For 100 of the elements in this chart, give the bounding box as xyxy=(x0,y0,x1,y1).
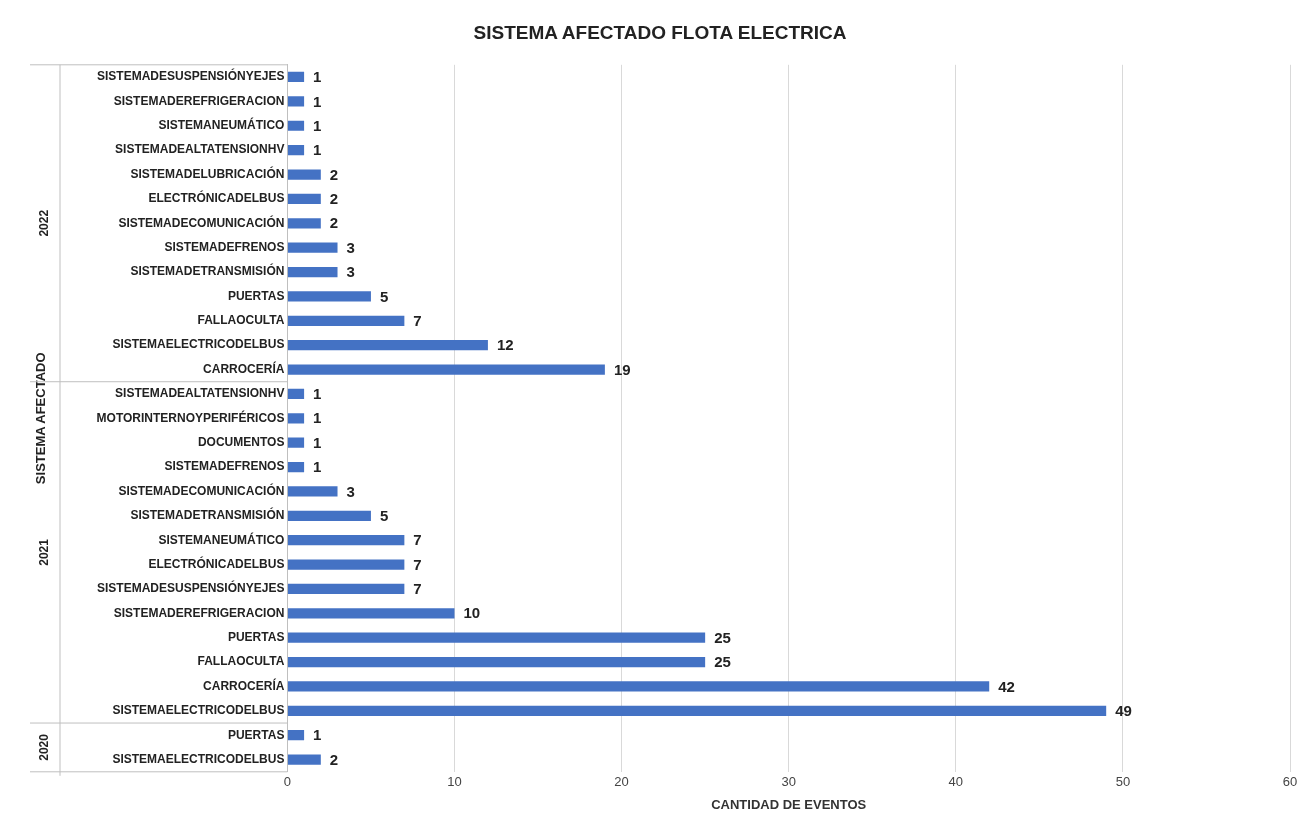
bar xyxy=(287,145,305,156)
bar xyxy=(287,169,321,180)
y-tick-label: ELECTRÓNICADELBUS xyxy=(148,555,285,571)
y-axis-title: SISTEMA AFECTADO xyxy=(33,352,49,485)
data-label: 49 xyxy=(1115,701,1132,719)
bar xyxy=(287,486,338,497)
text: 2020 xyxy=(37,733,52,761)
y-tick-label: PUERTAS xyxy=(227,727,285,742)
y-tick-label: SISTEMAELECTRICODELBUS xyxy=(112,751,285,766)
data-label: 3 xyxy=(346,263,355,281)
y-tick-label: SISTEMADEALTATENSIONHV xyxy=(115,142,285,157)
bar xyxy=(287,705,1107,716)
bar xyxy=(287,681,990,692)
bar xyxy=(287,632,706,643)
text: 2022 xyxy=(37,209,52,237)
data-label: 2 xyxy=(329,750,339,768)
bar xyxy=(287,71,305,83)
bar xyxy=(287,461,305,473)
data-label: 5 xyxy=(379,506,389,524)
x-tick-label: 20 xyxy=(614,774,629,790)
y-tick-label: SISTEMADETRANSMISIÓN xyxy=(130,507,285,523)
data-label: 1 xyxy=(313,433,322,451)
x-tick-label: 0 xyxy=(283,774,292,790)
bar xyxy=(287,583,405,595)
x-tick-label: 10 xyxy=(447,774,462,790)
data-label: 1 xyxy=(313,458,322,476)
data-label: 7 xyxy=(413,311,422,329)
y-tick-label: SISTEMADECOMUNICACIÓN xyxy=(118,482,285,498)
y-tick-label: CARROCERÍA xyxy=(203,360,285,376)
bar xyxy=(287,656,706,668)
y-tick-label: PUERTAS xyxy=(227,630,285,645)
x-tick-label: 40 xyxy=(948,774,964,790)
y-tick-label: SISTEMADETRANSMISIÓN xyxy=(130,263,285,279)
data-label: 10 xyxy=(463,604,481,622)
bar xyxy=(287,266,338,278)
y-tick-label: SISTEMAELECTRICODELBUS xyxy=(112,337,285,352)
data-label: 2 xyxy=(329,214,339,232)
bar xyxy=(287,559,405,570)
y-tick-label: SISTEMADESUSPENSIÓNYEJES xyxy=(97,68,285,84)
y-tick-label: SISTEMADEFRENOS xyxy=(164,459,285,474)
data-label: 7 xyxy=(413,531,422,549)
data-label: 12 xyxy=(496,336,514,354)
data-label: 5 xyxy=(379,287,389,305)
y-tick-label: SISTEMADEREFRIGERACION xyxy=(113,605,285,620)
y-tick-label: SISTEMADEREFRIGERACION xyxy=(113,93,285,108)
data-label: 19 xyxy=(613,360,631,378)
y-tick-label: SISTEMADEFRENOS xyxy=(164,239,285,254)
data-label: 1 xyxy=(313,68,322,86)
bar xyxy=(287,364,605,375)
data-label: 25 xyxy=(714,653,731,671)
bar xyxy=(287,120,305,131)
y-tick-label: PUERTAS xyxy=(227,288,285,303)
bar xyxy=(287,510,371,521)
bar xyxy=(287,754,321,765)
y-tick-label: CARROCERÍA xyxy=(203,677,285,693)
x-axis-title: CANTIDAD DE EVENTOS xyxy=(711,796,867,812)
y-tick-label: FALLAOCULTA xyxy=(197,313,285,328)
bar xyxy=(287,608,455,619)
data-label: 1 xyxy=(313,92,322,110)
bar xyxy=(287,218,321,229)
data-label: 1 xyxy=(313,141,322,159)
y-tick-label: ELECTRÓNICADELBUS xyxy=(148,190,285,206)
y-tick-label: SISTEMANEUMÁTICO xyxy=(158,117,285,133)
x-tick-label: 30 xyxy=(781,774,796,790)
x-tick-label: 60 xyxy=(1282,774,1298,790)
bar xyxy=(287,96,305,107)
y-tick-label: DOCUMENTOS xyxy=(197,434,285,449)
bar xyxy=(287,193,321,205)
y-tick-label: SISTEMANEUMÁTICO xyxy=(158,531,285,547)
data-label: 7 xyxy=(413,555,422,573)
data-label: 3 xyxy=(346,482,355,500)
data-label: 42 xyxy=(998,677,1015,695)
bar xyxy=(287,291,371,302)
bar xyxy=(287,340,488,351)
bar xyxy=(287,315,405,326)
data-label: 25 xyxy=(714,628,731,646)
text: 2021 xyxy=(37,538,52,566)
y-tick-label: SISTEMADEALTATENSIONHV xyxy=(115,386,285,401)
y-tick-label: MOTORINTERNOYPERIFÉRICOS xyxy=(96,409,285,425)
data-label: 7 xyxy=(413,580,422,598)
data-label: 1 xyxy=(313,385,322,403)
data-label: 1 xyxy=(313,726,322,744)
data-label: 2 xyxy=(329,165,339,183)
data-label: 1 xyxy=(313,409,322,427)
y-tick-label: SISTEMAELECTRICODELBUS xyxy=(112,703,285,718)
bar xyxy=(287,730,305,741)
bar xyxy=(287,388,305,400)
bar xyxy=(287,413,305,424)
y-tick-label: SISTEMADECOMUNICACIÓN xyxy=(118,214,285,230)
data-label: 2 xyxy=(329,190,339,208)
x-tick-label: 50 xyxy=(1115,774,1131,790)
y-tick-label: SISTEMADESUSPENSIÓNYEJES xyxy=(97,580,285,596)
bar xyxy=(287,535,405,546)
bar xyxy=(287,437,305,448)
chart-title: SISTEMA AFECTADO FLOTA ELECTRICA xyxy=(473,21,847,43)
data-label: 1 xyxy=(313,116,322,134)
y-tick-label: SISTEMADELUBRICACIÓN xyxy=(130,165,285,181)
data-label: 3 xyxy=(346,238,355,256)
y-tick-label: FALLAOCULTA xyxy=(197,654,285,669)
bar xyxy=(287,242,338,253)
